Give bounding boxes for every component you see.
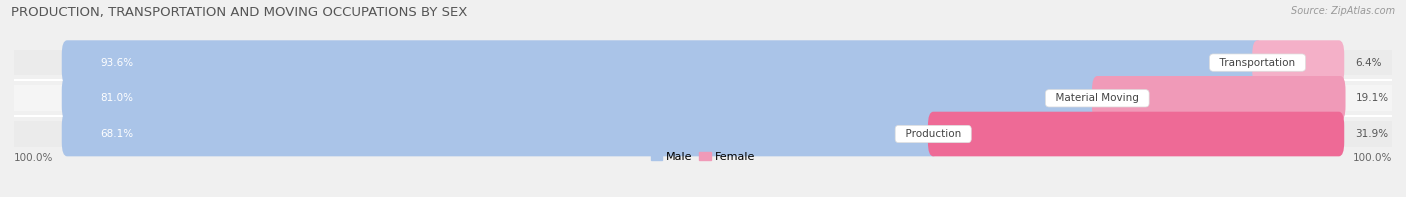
Bar	[14, 121, 1392, 147]
Text: PRODUCTION, TRANSPORTATION AND MOVING OCCUPATIONS BY SEX: PRODUCTION, TRANSPORTATION AND MOVING OC…	[11, 6, 468, 19]
Text: 81.0%: 81.0%	[100, 93, 134, 103]
Text: 31.9%: 31.9%	[1355, 129, 1388, 139]
Text: Material Moving: Material Moving	[1049, 93, 1146, 103]
Text: 6.4%: 6.4%	[1355, 58, 1381, 68]
Bar	[14, 50, 1392, 75]
Text: Transportation: Transportation	[1213, 58, 1302, 68]
Text: 100.0%: 100.0%	[1353, 153, 1392, 163]
Text: 100.0%: 100.0%	[14, 153, 53, 163]
FancyBboxPatch shape	[62, 40, 1263, 85]
Text: Production: Production	[898, 129, 967, 139]
Legend: Male, Female: Male, Female	[651, 151, 755, 162]
FancyBboxPatch shape	[62, 76, 1102, 121]
FancyBboxPatch shape	[62, 112, 939, 156]
Bar	[14, 85, 1392, 111]
FancyBboxPatch shape	[928, 112, 1344, 156]
Text: 93.6%: 93.6%	[100, 58, 134, 68]
FancyBboxPatch shape	[1253, 40, 1344, 85]
Text: 68.1%: 68.1%	[100, 129, 134, 139]
Text: 19.1%: 19.1%	[1357, 93, 1389, 103]
Text: Source: ZipAtlas.com: Source: ZipAtlas.com	[1291, 6, 1395, 16]
FancyBboxPatch shape	[1092, 76, 1346, 121]
